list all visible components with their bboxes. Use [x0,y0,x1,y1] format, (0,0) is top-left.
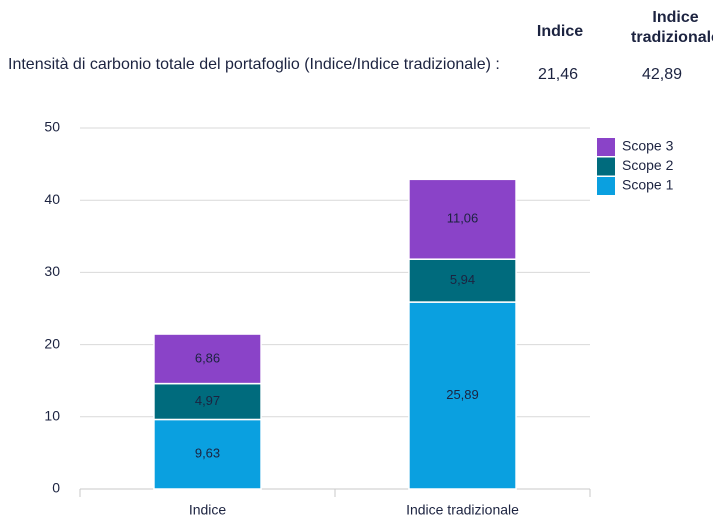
column-header: Indice [536,23,584,40]
data-label: 11,06 [447,211,479,226]
x-tick-label: Indice tradizionale [406,502,519,518]
bar-segment [408,178,517,260]
legend-swatch [597,138,615,156]
legend-swatch [597,177,615,195]
row-value: 21,46 [537,66,579,83]
y-tick-label: 40 [44,191,60,207]
y-tick-label: 0 [52,480,60,496]
y-tick-label: 20 [44,335,60,351]
bar-segment [153,333,262,385]
row-value: 42,89 [641,66,683,83]
data-label: 5,94 [450,272,475,287]
legend-label: Scope 2 [622,157,674,173]
legend-label: Scope 3 [622,138,674,154]
data-label: 6,86 [195,350,220,365]
row-label: Intensità di carbonio totale del portafo… [8,56,500,73]
data-label: 25,89 [446,387,479,402]
y-tick-label: 10 [44,408,60,424]
data-label: 4,97 [195,393,220,408]
x-tick-label: Indice [189,502,227,518]
y-tick-label: 50 [44,119,60,135]
bar-segment [408,258,517,303]
data-label: 9,63 [195,446,220,461]
legend-swatch [597,157,615,176]
y-tick-label: 30 [44,263,60,279]
bar-segment [153,382,262,421]
bar-segment [153,418,262,490]
legend-label: Scope 1 [622,177,674,193]
bar-segment [408,301,517,490]
column-header: Indice tradizionale [631,9,713,46]
